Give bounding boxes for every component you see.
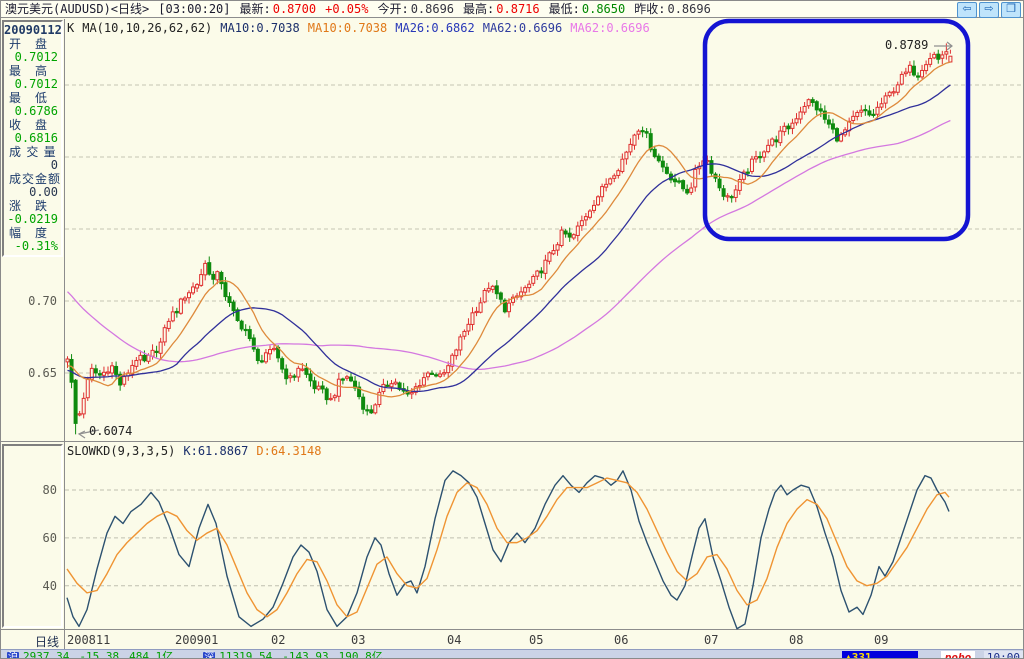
quote-field: [03:00:20] [158,2,231,16]
x-axis-label: 07 [704,633,719,647]
legend-item: MA62:0.6696 [570,21,650,35]
x-axis-label: 08 [789,633,804,647]
quote-field: 0.8716 [496,2,540,16]
kd-line-D [66,477,950,618]
quote-row-label: 成交金额 [9,172,62,186]
quote-row-label: 成 交 量 [9,145,57,159]
quote-field: 0.8696 [410,2,455,16]
quote-field: 0.8700 [272,2,317,16]
kd-axis-label: 60 [42,530,57,545]
legend-item: MA10:0.7038 [307,21,388,35]
x-axis-label: 200901 [175,633,219,647]
x-axis-label: 04 [447,633,462,647]
legend-item: K:61.8867 [183,444,249,458]
window-buttons: ⇦ ⇨ ❐ [957,2,1021,18]
restore-window-button[interactable]: ❐ [1001,2,1021,18]
quote-summary-fields: 澳元美元(AUDUSD)<日线> [03:00:20] 最新: 0.8700 +0.05… [5,2,720,16]
index-value: 190.8亿 [338,650,383,659]
quote-row-label: 最 低 [9,91,49,105]
ma-line-MA10 [67,61,951,398]
quote-field: 澳元美元(AUDUSD)<日线> [5,2,150,16]
ma-line-MA62 [67,119,951,371]
ma-line-MA26 [67,84,951,393]
x-axis-label: 02 [271,633,286,647]
legend-item: MA62:0.6696 [482,21,563,35]
status-bar: 沪 2937.34 -15.38 484.1亿 深 11319.54 -143.93 190.… [1,649,1023,659]
quote-field: 最高: [463,2,495,16]
index-group: 沪 2937.34 -15.38 484.1亿 [1,650,183,659]
quote-field: 0.8650 [581,2,626,16]
quote-row-value: 0.7012 [14,77,58,91]
annotation-arrows [77,41,953,439]
high-price-annotation: 0.8789 [885,38,929,52]
legend-item: MA10:0.7038 [220,21,300,35]
low-price-annotation: 0.6074 [89,424,133,438]
quote-row-value: -0.0219 [7,212,58,226]
kd-legend: SLOWKD(9,3,3,5) K:61.8867 D:64.3148 [67,444,329,458]
x-axis-label: 03 [351,633,366,647]
index-value: -143.93 [282,650,329,659]
quote-row-value: 0.7012 [14,50,58,64]
legend-item: MA(10,10,26,62,62) [82,21,213,35]
kd-axis-label: 40 [42,578,57,593]
price-axis-label: 0.70 [28,294,57,308]
quote-row-value: 0 [50,158,58,172]
index-value: 2937.34 [23,650,70,659]
pobo-logo: pobo [940,651,976,658]
legend-item: K [67,21,75,35]
status-right: ▲331 pobo 10:00 [842,651,1023,658]
kd-gridlines [65,489,1023,587]
clock: 10:00 [983,651,1023,658]
period-selector[interactable]: 日线 [34,635,59,649]
main-gridlines [65,84,1023,374]
quote-row-value: 0.6786 [14,104,58,118]
x-axis-label: 05 [529,633,544,647]
quote-field: 0.8696 [667,2,711,16]
quote-row-label: 涨 跌 [9,199,49,213]
candles-layer [65,43,953,435]
quote-field: 最低: [548,2,580,16]
legend-item: SLOWKD(9,3,3,5) [67,444,176,458]
index-value: 11319.54 [219,650,273,659]
quote-date: 20090112 [4,23,62,37]
index-group: 深 11319.54 -143.93 190.8亿 [197,650,392,659]
forward-arrow-button[interactable]: ⇨ [979,2,999,18]
main-chart-legend: K MA(10,10,26,62,62) MA10:0.7038 MA10:0.703… [67,21,658,35]
quote-field: 最新: [239,2,271,16]
x-axis-label: 200811 [67,633,111,647]
top-info-bar: 澳元美元(AUDUSD)<日线> [03:00:20] 最新: 0.8700 +0.05… [1,1,1023,18]
quote-rows: 开 盘 0.7012 最 高 0.7012 最 低 0.6786 收 盘 0.6816 成 交 … [4,38,61,254]
x-axis-label: 09 [874,633,889,647]
x-axis-label: 06 [614,633,629,647]
legend-item: MA26:0.6862 [395,21,475,35]
quote-row-value: 0.00 [29,185,58,199]
quote-field: 今开: [377,2,409,16]
ticker-badge: ▲331 [842,651,919,658]
x-axis-bar: 200811 200901 02 03 04 05 06 07 08 09 [1,630,1023,649]
kd-left-panel [2,444,63,628]
legend-item: D:64.3148 [256,444,322,458]
back-arrow-button[interactable]: ⇦ [957,2,977,18]
market-indices: 沪 2937.34 -15.38 484.1亿 深 11319.54 -143.93 190.… [1,650,407,659]
price-axis-label: 0.65 [28,366,57,380]
quote-row-label: 幅 度 [9,226,49,240]
kd-axis-label: 80 [42,483,57,497]
quote-row-label: 最 高 [9,64,49,78]
index-value: 484.1亿 [129,650,174,659]
quote-row-value: -0.31% [14,239,58,253]
quote-field: +0.05% [325,2,369,16]
quote-field: 昨收: [634,2,666,16]
quote-row-value: 0.6816 [14,131,58,145]
index-icon: 沪 [7,652,19,658]
quote-row-label: 开 盘 [9,37,49,51]
quote-row-label: 收 盘 [9,118,49,132]
highlight-annotation-box [702,18,971,242]
index-value: -15.38 [79,650,120,659]
index-icon: 深 [203,652,216,658]
kd-line-K [66,470,950,630]
